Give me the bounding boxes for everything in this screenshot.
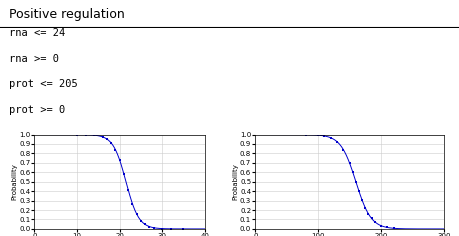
- Text: Positive regulation: Positive regulation: [9, 8, 125, 21]
- Text: prot <= 205: prot <= 205: [9, 79, 78, 89]
- Text: rna >= 0: rna >= 0: [9, 54, 59, 64]
- Text: prot >= 0: prot >= 0: [9, 105, 65, 115]
- Y-axis label: Probability: Probability: [232, 163, 238, 200]
- Text: rna <= 24: rna <= 24: [9, 28, 65, 38]
- Y-axis label: Probability: Probability: [11, 163, 17, 200]
